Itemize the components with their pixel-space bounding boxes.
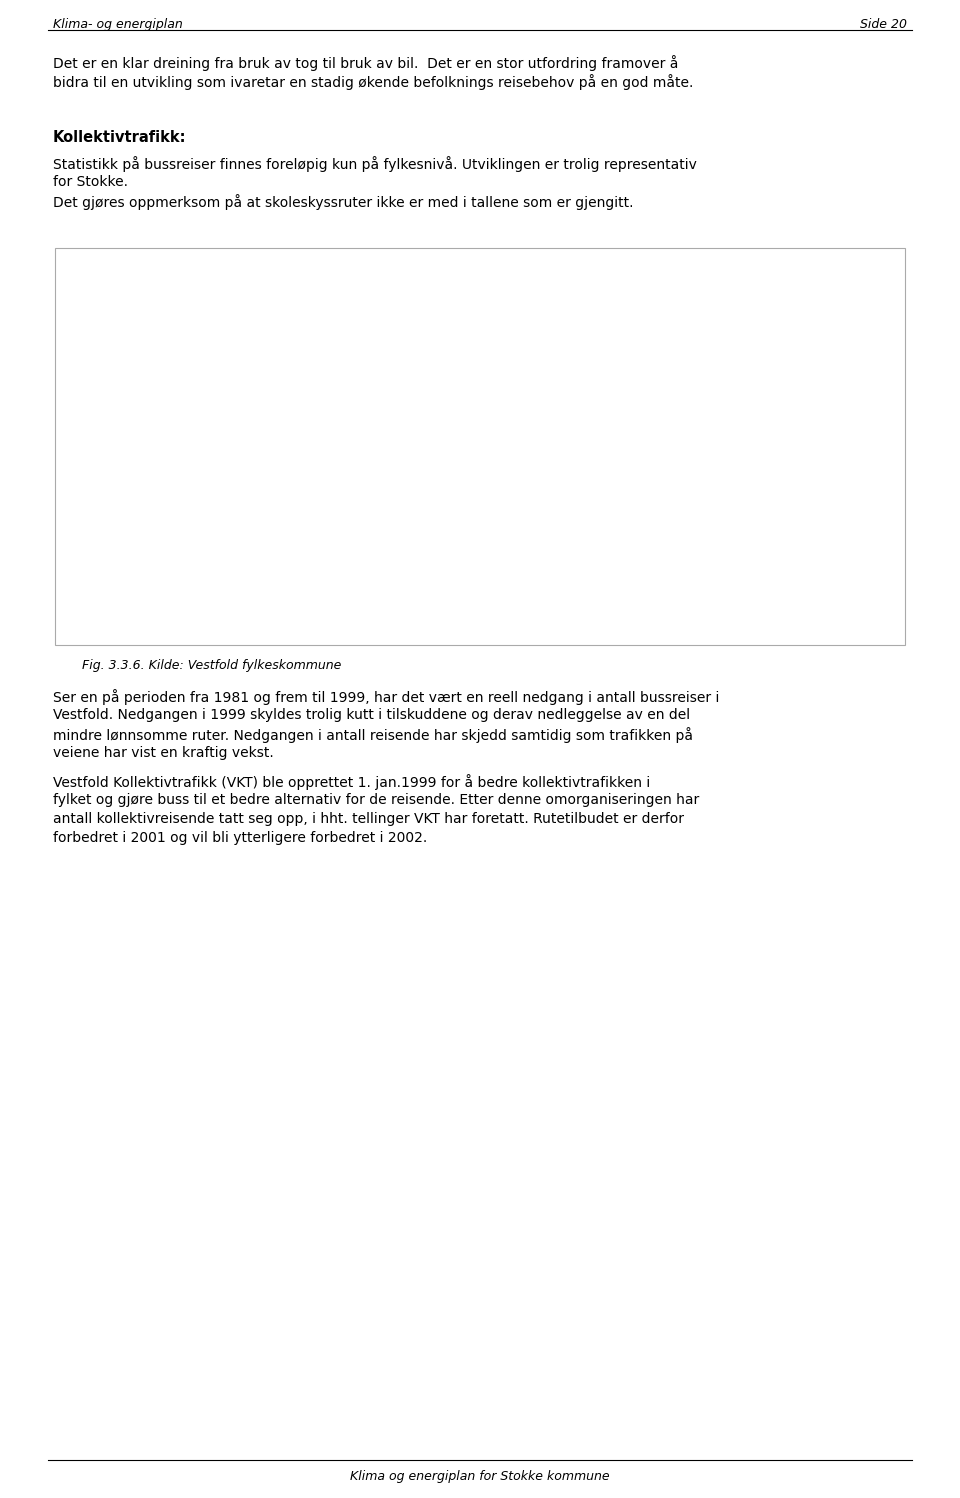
- Text: bidra til en utvikling som ivaretar en stadig økende befolknings reisebehov på e: bidra til en utvikling som ivaretar en s…: [53, 73, 693, 90]
- Text: Det gjøres oppmerksom på at skoleskyssruter ikke er med i tallene som er gjengit: Det gjøres oppmerksom på at skoleskyssru…: [53, 195, 634, 210]
- Bar: [286, 363, 317, 563]
- Text: mindre lønnsomme ruter. Nedgangen i antall reisende har skjedd samtidig som traf: mindre lønnsomme ruter. Nedgangen i anta…: [53, 727, 693, 743]
- Bar: [613, 415, 644, 563]
- Bar: [409, 383, 440, 563]
- Text: Ser en på perioden fra 1981 og frem til 1999, har det vært en reell nedgang i an: Ser en på perioden fra 1981 og frem til …: [53, 689, 719, 706]
- Text: veiene har vist en kraftig vekst.: veiene har vist en kraftig vekst.: [53, 746, 274, 759]
- Bar: [450, 416, 481, 563]
- Bar: [778, 382, 808, 563]
- Text: Statistikk på bussreiser finnes foreløpig kun på fylkesnivå. Utviklingen er trol: Statistikk på bussreiser finnes foreløpi…: [53, 156, 697, 172]
- Bar: [492, 415, 521, 563]
- Text: Vestfold Kollektivtrafikk (VKT) ble opprettet 1. jan.1999 for å bedre kollektivt: Vestfold Kollektivtrafikk (VKT) ble oppr…: [53, 774, 650, 789]
- Bar: [123, 310, 154, 563]
- Bar: [532, 410, 563, 563]
- Bar: [859, 401, 890, 563]
- Bar: [819, 382, 850, 563]
- Bar: [573, 421, 604, 563]
- Y-axis label: Ant. reiser (mill): Ant. reiser (mill): [82, 374, 94, 482]
- Text: Vestfold. Nedgangen i 1999 skyldes trolig kutt i tilskuddene og derav nedleggels: Vestfold. Nedgangen i 1999 skyldes troli…: [53, 709, 690, 722]
- Bar: [327, 377, 358, 563]
- Bar: [204, 354, 235, 563]
- Bar: [655, 403, 685, 563]
- Bar: [696, 392, 727, 563]
- Bar: [163, 330, 194, 563]
- Text: Side 20: Side 20: [860, 18, 907, 31]
- Title: Bussreiser i Vestfold: Bussreiser i Vestfold: [429, 273, 584, 288]
- Text: Klima- og energiplan: Klima- og energiplan: [53, 18, 182, 31]
- Text: forbedret i 2001 og vil bli ytterligere forbedret i 2002.: forbedret i 2001 og vil bli ytterligere …: [53, 831, 427, 845]
- Text: Fig. 3.3.6. Kilde: Vestfold fylkeskommune: Fig. 3.3.6. Kilde: Vestfold fylkeskommun…: [82, 659, 341, 673]
- Text: Kollektivtrafikk:: Kollektivtrafikk:: [53, 130, 186, 145]
- Text: fylket og gjøre buss til et bedre alternativ for de reisende. Etter denne omorga: fylket og gjøre buss til et bedre altern…: [53, 792, 699, 807]
- Text: Det er en klar dreining fra bruk av tog til bruk av bil.  Det er en stor utfordr: Det er en klar dreining fra bruk av tog …: [53, 55, 678, 70]
- Text: for Stokke.: for Stokke.: [53, 175, 128, 189]
- Bar: [246, 363, 276, 563]
- Text: antall kollektivreisende tatt seg opp, i hht. tellinger VKT har foretatt. Ruteti: antall kollektivreisende tatt seg opp, i…: [53, 812, 684, 825]
- Bar: [736, 385, 767, 563]
- Text: Klima og energiplan for Stokke kommune: Klima og energiplan for Stokke kommune: [350, 1470, 610, 1483]
- Bar: [369, 380, 399, 563]
